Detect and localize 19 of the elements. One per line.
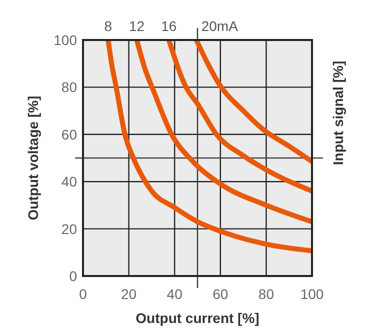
- annotation: 16: [161, 18, 177, 34]
- annotation: 20mA: [201, 18, 239, 34]
- x-axis-title: Output current [%]: [136, 310, 260, 326]
- annotation: 12: [129, 18, 145, 34]
- y-tick-label: 20: [61, 220, 78, 237]
- y-axis-title: Output voltage [%]: [25, 96, 41, 220]
- x-tick-label: 80: [258, 286, 274, 302]
- y-tick-label: 0: [69, 268, 78, 284]
- x-tick-label: 40: [166, 286, 183, 302]
- y2-axis-title: Input signal [%]: [330, 60, 346, 166]
- y-tick-label: 80: [61, 79, 78, 96]
- x-tick-label: 20: [121, 286, 137, 302]
- annotation: 8: [104, 18, 112, 34]
- y-tick-label: 40: [61, 174, 78, 190]
- y-tick-label: 100: [54, 32, 78, 48]
- x-tick-label: 100: [300, 286, 324, 302]
- x-tick-label: 0: [79, 286, 88, 302]
- y-tick-label: 60: [61, 126, 78, 142]
- x-tick-label: 60: [212, 286, 228, 302]
